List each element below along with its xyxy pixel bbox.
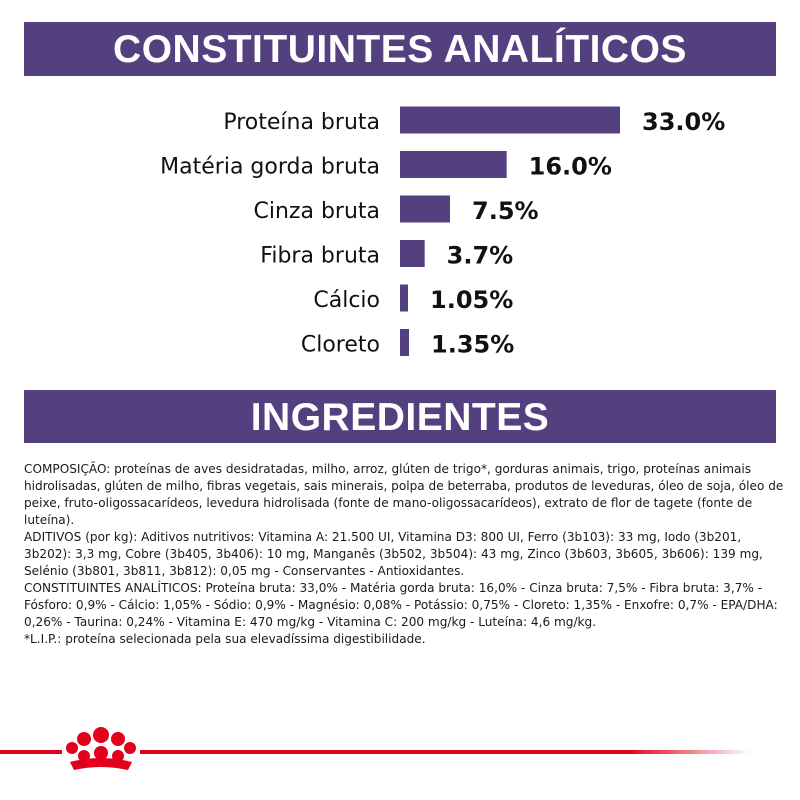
value-label: 3.7% — [447, 242, 514, 270]
category-label: Cloreto — [301, 333, 380, 358]
footer-line-right — [140, 750, 750, 754]
value-label: 1.35% — [431, 331, 514, 359]
analytic-bar-chart: Proteína bruta 33.0% Matéria gorda bruta 16… — [160, 106, 725, 359]
value-label: 33.0% — [642, 108, 725, 136]
value-label: 16.0% — [529, 153, 612, 181]
analytic-constituents-paragraph: CONSTITUINTES ANALÍTICOS: Proteína bruta… — [24, 581, 778, 629]
footer — [0, 727, 750, 770]
bar — [400, 151, 507, 178]
bar — [400, 195, 450, 223]
additives-paragraph: ADITIVOS (por kg): Aditivos nutritivos: … — [24, 530, 763, 578]
composition-paragraph: COMPOSIÇÃO: proteínas de aves desidratad… — [24, 462, 784, 527]
ingredients-header: INGREDIENTES — [24, 390, 776, 443]
crown-icon — [66, 727, 136, 770]
category-label: Matéria gorda bruta — [160, 155, 380, 180]
analytic-constituents-header: CONSTITUINTES ANALÍTICOS — [24, 22, 776, 76]
bar — [400, 329, 409, 356]
category-label: Fibra bruta — [260, 244, 380, 269]
bar — [400, 284, 408, 312]
bar — [400, 240, 425, 267]
value-label: 1.05% — [430, 286, 513, 314]
category-label: Cinza bruta — [254, 199, 381, 224]
value-label: 7.5% — [472, 197, 539, 225]
bar — [400, 106, 620, 134]
ingredients-text: COMPOSIÇÃO: proteínas de aves desidratad… — [24, 461, 784, 648]
lip-note-paragraph: *L.I.P.: proteína selecionada pela sua e… — [24, 632, 426, 646]
category-label: Proteína bruta — [223, 110, 380, 135]
category-label: Cálcio — [313, 288, 380, 313]
footer-line-left — [0, 750, 62, 754]
